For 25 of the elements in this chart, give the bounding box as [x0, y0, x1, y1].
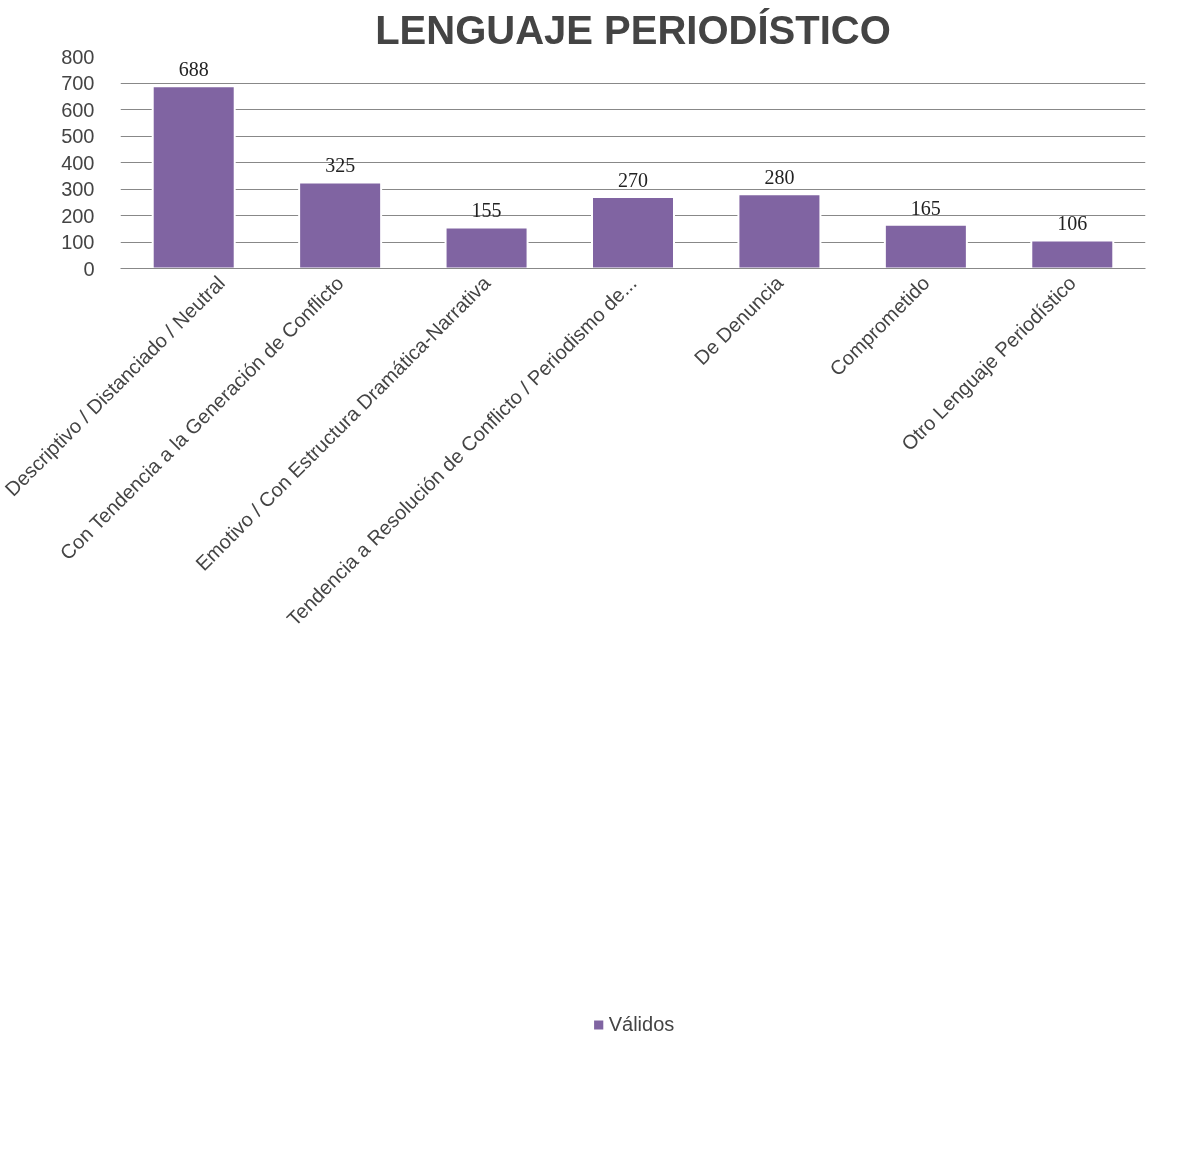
y-tick-label: 500: [61, 125, 95, 147]
data-label: 155: [471, 199, 502, 222]
bar: [883, 223, 968, 269]
data-label: 106: [1057, 212, 1088, 235]
bar: [444, 226, 529, 269]
bar: [737, 193, 822, 269]
data-label: 688: [178, 58, 209, 81]
bar: [1030, 239, 1115, 269]
bar: [151, 85, 236, 269]
bar: [591, 195, 675, 269]
y-tick-label: 300: [61, 178, 95, 200]
data-label: 165: [910, 196, 941, 219]
chart-title: LENGUAJE PERIODÍSTICO: [375, 7, 891, 52]
y-tick-label: 700: [61, 72, 95, 94]
bar: [298, 181, 383, 269]
legend-label: Válidos: [608, 1012, 675, 1036]
y-tick-label: 400: [61, 151, 95, 174]
y-tick-label: 0: [83, 257, 95, 280]
data-label: 280: [764, 166, 795, 189]
y-tick-label: 100: [61, 231, 95, 253]
y-tick-label: 200: [61, 204, 95, 227]
y-tick-label: 600: [61, 98, 95, 121]
data-label: 325: [325, 154, 356, 177]
data-label: 270: [618, 168, 648, 191]
y-tick-label: 800: [61, 45, 95, 68]
